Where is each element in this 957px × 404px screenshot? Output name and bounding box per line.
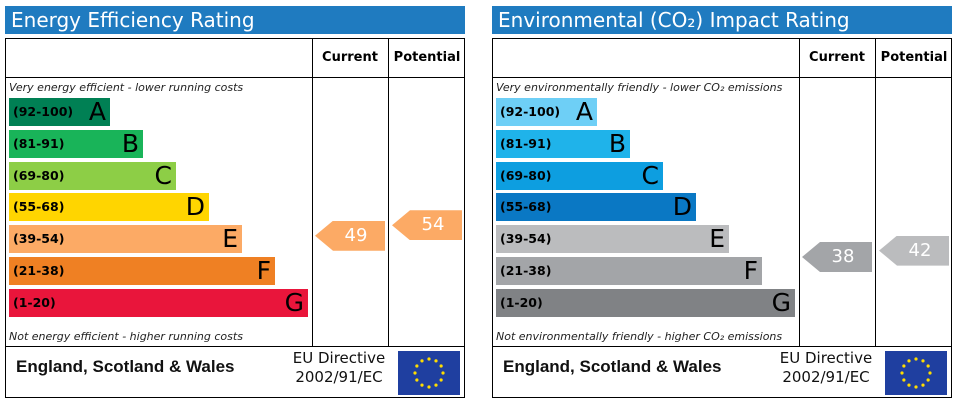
band-letter-label: F bbox=[743, 256, 758, 285]
env-potential-arrow: 42 bbox=[879, 235, 949, 266]
band-range-label: (39-54) bbox=[13, 231, 65, 247]
env-rating-table: Current Potential Very environmentally f… bbox=[492, 38, 952, 398]
band-range-label: (39-54) bbox=[500, 231, 552, 247]
eu-flag-icon bbox=[885, 351, 947, 395]
band-letter-label: D bbox=[672, 192, 692, 222]
band-f: (21-38) F bbox=[9, 257, 275, 285]
env-current-arrow: 38 bbox=[802, 242, 872, 272]
energy-current-arrow: 49 bbox=[315, 220, 385, 251]
band-range-label: (81-91) bbox=[500, 135, 552, 151]
env-bottom-caption: Not environmentally friendly - higher CO… bbox=[496, 330, 783, 343]
energy-potential-header: Potential bbox=[393, 50, 461, 65]
current-column-divider bbox=[312, 39, 313, 346]
band-f: (21-38) F bbox=[496, 257, 762, 285]
footer-divider bbox=[493, 346, 951, 347]
band-e: (39-54) E bbox=[9, 224, 242, 254]
env-panel-title: Environmental (CO₂) Impact Rating bbox=[492, 6, 952, 34]
eu-flag-icon bbox=[398, 351, 460, 395]
energy-potential-arrow: 54 bbox=[392, 210, 462, 241]
band-letter-label: G bbox=[771, 287, 791, 317]
band-range-label: (81-91) bbox=[13, 135, 65, 151]
band-letter-label: B bbox=[121, 128, 139, 158]
band-g: (1-20) G bbox=[9, 287, 308, 317]
band-letter-label: C bbox=[154, 160, 172, 190]
band-range-label: (1-20) bbox=[500, 294, 543, 310]
energy-footer-region: England, Scotland & Wales bbox=[16, 357, 235, 376]
band-letter-label: C bbox=[641, 160, 659, 190]
env-top-caption: Very environmentally friendly - lower CO… bbox=[496, 81, 783, 94]
band-range-label: (21-38) bbox=[500, 263, 552, 278]
band-d: (55-68) D bbox=[496, 192, 696, 222]
band-letter-label: A bbox=[88, 97, 106, 126]
energy-efficiency-panel: Energy Efficiency Rating Current Potenti… bbox=[5, 6, 465, 398]
band-c: (69-80) C bbox=[9, 160, 176, 190]
potential-column-divider bbox=[875, 39, 876, 346]
band-letter-label: G bbox=[284, 287, 304, 317]
potential-column-divider bbox=[388, 39, 389, 346]
band-a: (92-100) A bbox=[9, 98, 110, 126]
band-range-label: (69-80) bbox=[500, 167, 552, 183]
band-g: (1-20) G bbox=[496, 287, 795, 317]
band-range-label: (1-20) bbox=[13, 294, 56, 310]
energy-eu-directive: EU Directive 2002/91/EC bbox=[292, 349, 386, 386]
energy-bottom-caption: Not energy efficient - higher running co… bbox=[9, 330, 243, 343]
band-letter-label: B bbox=[608, 128, 626, 158]
band-e: (39-54) E bbox=[496, 224, 729, 254]
band-b: (81-91) B bbox=[496, 128, 630, 158]
env-eu-directive: EU Directive 2002/91/EC bbox=[779, 349, 873, 386]
band-d: (55-68) D bbox=[9, 192, 209, 222]
band-letter-label: D bbox=[185, 192, 205, 222]
energy-panel-title: Energy Efficiency Rating bbox=[5, 6, 465, 34]
current-column-divider bbox=[799, 39, 800, 346]
band-range-label: (92-100) bbox=[13, 104, 74, 119]
band-b: (81-91) B bbox=[9, 128, 143, 158]
band-letter-label: A bbox=[575, 97, 593, 126]
band-range-label: (92-100) bbox=[500, 104, 561, 119]
energy-current-header: Current bbox=[322, 50, 378, 65]
band-range-label: (21-38) bbox=[13, 263, 65, 278]
band-c: (69-80) C bbox=[496, 160, 663, 190]
band-range-label: (55-68) bbox=[500, 199, 552, 215]
footer-divider bbox=[6, 346, 464, 347]
energy-rating-table: Current Potential Very energy efficient … bbox=[5, 38, 465, 398]
env-potential-header: Potential bbox=[880, 50, 948, 65]
environmental-impact-panel: Environmental (CO₂) Impact Rating Curren… bbox=[492, 6, 952, 398]
band-range-label: (69-80) bbox=[13, 167, 65, 183]
energy-top-caption: Very energy efficient - lower running co… bbox=[9, 81, 244, 94]
header-divider bbox=[6, 77, 464, 78]
band-letter-label: F bbox=[256, 256, 271, 285]
env-footer-region: England, Scotland & Wales bbox=[503, 357, 722, 376]
band-a: (92-100) A bbox=[496, 98, 597, 126]
band-letter-label: E bbox=[709, 224, 725, 254]
header-divider bbox=[493, 77, 951, 78]
band-range-label: (55-68) bbox=[13, 199, 65, 215]
env-current-header: Current bbox=[809, 50, 865, 65]
band-letter-label: E bbox=[222, 224, 238, 254]
